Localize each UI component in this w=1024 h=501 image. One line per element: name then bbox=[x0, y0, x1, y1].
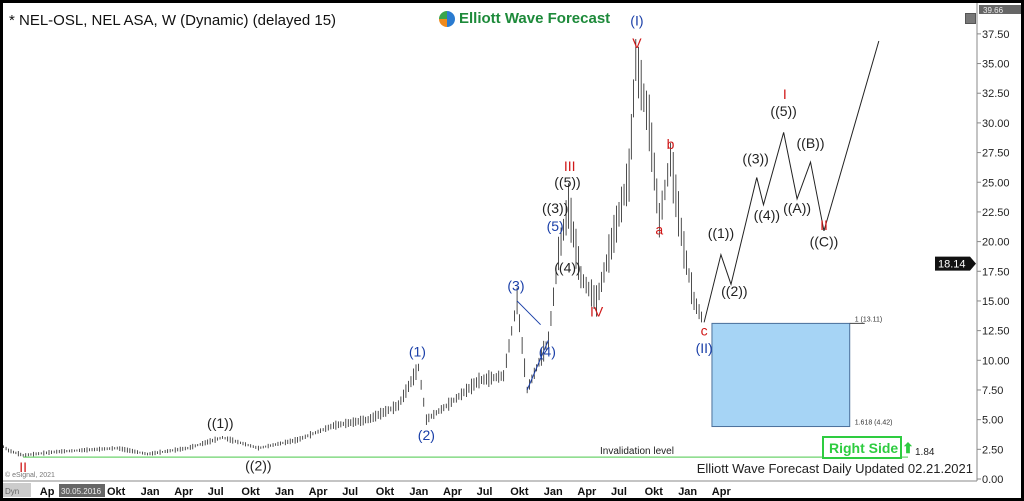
y-tick-label: 25.00 bbox=[982, 177, 1010, 189]
x-tick-label: Okt bbox=[510, 486, 529, 498]
wave-label: ((2)) bbox=[245, 458, 271, 474]
projection-path bbox=[703, 40, 880, 323]
wave-label: ((4)) bbox=[754, 207, 780, 223]
wave-label: IV bbox=[590, 303, 604, 319]
wave-label: ((4)) bbox=[554, 259, 580, 275]
wave-label: (5) bbox=[547, 218, 564, 234]
chart-title: * NEL-OSL, NEL ASA, W (Dynamic) (delayed… bbox=[9, 12, 337, 29]
x-tick-label: Okt bbox=[645, 486, 664, 498]
chart-window: 39.66 0.00 2.50 5.00 7.50 10.00 12.50 15.00 17.5… bbox=[3, 3, 1021, 498]
wave-label: (II) bbox=[696, 340, 713, 356]
x-tick-label: Jan bbox=[409, 486, 428, 498]
wave-label: II bbox=[19, 459, 27, 475]
x-tick-label: Okt bbox=[376, 486, 395, 498]
x-tick-label: Apr bbox=[309, 486, 329, 498]
wave-label: ((C)) bbox=[810, 233, 839, 249]
y-tick-label: 32.50 bbox=[982, 88, 1010, 100]
zone-low-label: 1.618 (4.42) bbox=[855, 420, 893, 427]
x-tick-label: Apr bbox=[712, 486, 732, 498]
date-box-label: 30.05.2016 bbox=[61, 487, 102, 496]
wave-label: ((3)) bbox=[542, 200, 568, 216]
y-tick-label: 30.00 bbox=[982, 118, 1010, 130]
wave-label: (I) bbox=[630, 13, 643, 29]
wave-label: ((3)) bbox=[742, 150, 768, 166]
date-box bbox=[59, 484, 105, 497]
x-tick-label: Okt bbox=[107, 486, 126, 498]
wave-label: III bbox=[564, 158, 576, 174]
wave-label: (4) bbox=[539, 344, 556, 360]
right-side-badge bbox=[822, 436, 902, 459]
y-tick-label: 7.50 bbox=[982, 385, 1003, 397]
wave-line bbox=[526, 339, 549, 391]
x-tick-label: Jan bbox=[275, 486, 294, 498]
y-tick-label: 20.00 bbox=[982, 237, 1010, 249]
x-tick-label: Jan bbox=[141, 486, 160, 498]
x-tick-label: Jul bbox=[342, 486, 358, 498]
x-tick-label: Apr bbox=[577, 486, 597, 498]
y-tick-label: 5.00 bbox=[982, 415, 1003, 427]
right-side-label: Right Side ⬆ bbox=[829, 440, 914, 456]
x-tick-label: Jan bbox=[678, 486, 697, 498]
wave-label: ((5)) bbox=[554, 174, 580, 190]
wave-label: ((1)) bbox=[708, 225, 734, 241]
wave-label: ((B)) bbox=[797, 135, 825, 151]
wave-label: ((5)) bbox=[770, 103, 796, 119]
y-top-label: 39.66 bbox=[983, 6, 1004, 15]
wave-label: ((A)) bbox=[783, 200, 811, 216]
zone-high-label: 1 (13.11) bbox=[855, 316, 883, 323]
wave-label: b bbox=[667, 136, 675, 152]
y-tick-label: 0.00 bbox=[982, 474, 1003, 486]
copyright: © eSignal, 2021 bbox=[5, 471, 55, 479]
dyn-button bbox=[3, 483, 31, 497]
invalidation-value: 1.84 bbox=[915, 447, 935, 458]
y-tick-label: 10.00 bbox=[982, 355, 1010, 367]
wave-label: II bbox=[820, 217, 828, 233]
wave-label: (2) bbox=[418, 427, 435, 443]
x-tick-label: Okt bbox=[241, 486, 260, 498]
y-tick-label: 17.50 bbox=[982, 266, 1010, 278]
x-tick-label: Jul bbox=[477, 486, 493, 498]
wave-label: V bbox=[632, 35, 642, 51]
invalidation-label: Invalidation level bbox=[600, 446, 674, 457]
wave-label: a bbox=[655, 221, 663, 237]
wave-label: (1) bbox=[409, 344, 426, 360]
y-top-tag bbox=[979, 5, 1021, 14]
y-tick-label: 27.50 bbox=[982, 148, 1010, 160]
wave-label: ((2)) bbox=[721, 283, 747, 299]
y-tick-label: 37.50 bbox=[982, 29, 1010, 41]
dyn-label: Dyn bbox=[5, 487, 19, 496]
x-tick-label: Jul bbox=[611, 486, 627, 498]
last-price-label: 18.14 bbox=[938, 259, 966, 271]
x-tick-label: Jul bbox=[208, 486, 224, 498]
target-zone bbox=[711, 322, 851, 428]
wave-label: ((1)) bbox=[207, 415, 233, 431]
updated-label: Elliott Wave Forecast Daily Updated 02.2… bbox=[697, 461, 973, 476]
x-tick-label: Ap bbox=[40, 486, 55, 498]
wave-line bbox=[516, 300, 541, 326]
y-tick-label: 12.50 bbox=[982, 326, 1010, 338]
wave-label: (3) bbox=[507, 277, 524, 293]
y-tick-label: 2.50 bbox=[982, 444, 1003, 456]
last-price-tag bbox=[935, 256, 976, 271]
x-tick-label: Apr bbox=[443, 486, 463, 498]
wave-label: I bbox=[783, 86, 787, 102]
restore-window-icon[interactable] bbox=[965, 13, 976, 24]
y-tick-label: 35.00 bbox=[982, 59, 1010, 71]
y-tick-label: 22.50 bbox=[982, 207, 1010, 219]
price-chart[interactable]: 39.66 0.00 2.50 5.00 7.50 10.00 12.50 15.00 17.5… bbox=[3, 3, 1021, 498]
x-tick-label: Jan bbox=[544, 486, 563, 498]
logo-text: Elliott Wave Forecast bbox=[459, 10, 611, 27]
y-tick-label: 15.00 bbox=[982, 296, 1010, 308]
x-tick-label: Apr bbox=[174, 486, 194, 498]
wave-label: c bbox=[701, 322, 708, 338]
logo: Elliott Wave Forecast bbox=[439, 10, 610, 27]
logo-icon bbox=[439, 10, 455, 27]
